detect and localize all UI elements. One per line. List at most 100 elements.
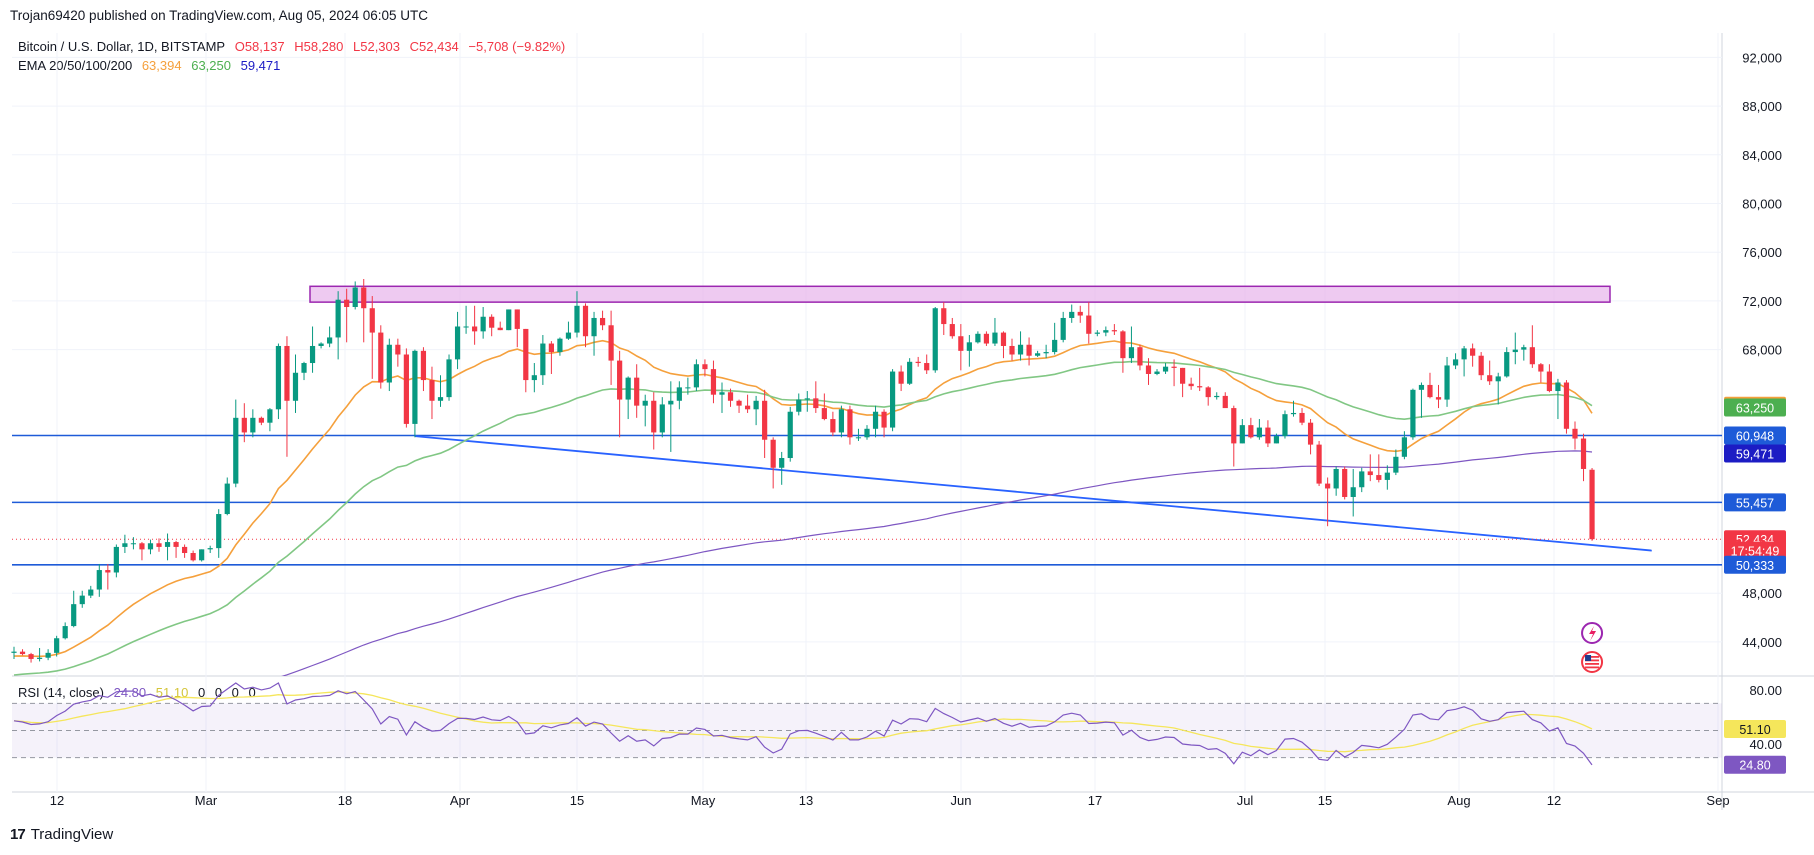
candle bbox=[915, 356, 921, 367]
candle-body bbox=[216, 514, 222, 549]
candle bbox=[420, 347, 427, 392]
candle bbox=[1282, 410, 1288, 439]
candle bbox=[1231, 405, 1237, 467]
candle bbox=[821, 393, 827, 421]
candle bbox=[992, 317, 998, 346]
rsi-label: RSI (14, close) bbox=[18, 685, 104, 700]
candle-body bbox=[1342, 468, 1348, 497]
candle bbox=[770, 437, 776, 489]
candle bbox=[736, 399, 742, 413]
candle-body bbox=[1094, 332, 1100, 334]
candle bbox=[1504, 347, 1510, 378]
price-tag bbox=[1724, 530, 1786, 549]
candle-body bbox=[736, 400, 742, 406]
candle-body bbox=[429, 380, 435, 401]
candle bbox=[1512, 332, 1518, 365]
candle-body bbox=[625, 377, 631, 400]
candle-body bbox=[1060, 317, 1066, 340]
candle bbox=[565, 321, 572, 340]
time-axis-label: Apr bbox=[450, 793, 471, 808]
candle bbox=[1538, 363, 1544, 383]
rsi-value: 24.80 bbox=[113, 685, 147, 700]
candle bbox=[889, 369, 896, 432]
candle-body bbox=[889, 371, 896, 428]
candle-body bbox=[122, 543, 128, 547]
candle bbox=[446, 354, 452, 401]
candle-body bbox=[1418, 384, 1425, 390]
candle bbox=[599, 310, 606, 331]
rsi-legend[interactable]: RSI (14, close) 24.80 51.10 0 0 0 0 bbox=[18, 685, 262, 700]
candle bbox=[1145, 358, 1152, 385]
candle-body bbox=[1171, 366, 1177, 368]
price-axis-label: 92,000 bbox=[1742, 50, 1782, 65]
candle-body bbox=[361, 287, 367, 309]
candle-body bbox=[932, 308, 938, 371]
symbol-name[interactable]: Bitcoin / U.S. Dollar, 1D, BITSTAMP bbox=[18, 39, 226, 54]
candle bbox=[327, 326, 333, 348]
candle-body bbox=[1538, 364, 1544, 372]
candle bbox=[122, 534, 128, 554]
rsi-ma-line bbox=[13, 691, 1593, 753]
price-tag-label: 63,394 bbox=[1736, 400, 1774, 414]
candle bbox=[113, 544, 119, 578]
candle-body bbox=[1026, 344, 1032, 356]
candle-body bbox=[1470, 348, 1476, 356]
candle bbox=[941, 302, 947, 336]
candle-body bbox=[45, 652, 51, 658]
candle-body bbox=[1325, 483, 1331, 489]
candle bbox=[164, 533, 171, 561]
candle-body bbox=[480, 316, 486, 332]
candle-body bbox=[1307, 422, 1314, 445]
candle bbox=[898, 365, 904, 392]
candle bbox=[454, 311, 461, 370]
candle bbox=[275, 343, 282, 420]
candle bbox=[1256, 419, 1262, 440]
candle-body bbox=[173, 542, 179, 547]
price-tag-label: 52,434 bbox=[1736, 533, 1774, 547]
candle-body bbox=[617, 360, 623, 400]
tradingview-brand: TradingView bbox=[30, 826, 114, 843]
candle-body bbox=[327, 337, 333, 344]
candle bbox=[872, 405, 879, 438]
candle-body bbox=[224, 483, 230, 515]
candle-body bbox=[540, 343, 546, 376]
price-tag bbox=[1724, 555, 1786, 574]
candle bbox=[1069, 304, 1075, 323]
candle-body bbox=[1009, 345, 1015, 355]
candle bbox=[1111, 324, 1117, 336]
candle-body bbox=[710, 369, 717, 395]
flag-stripe bbox=[1585, 663, 1600, 665]
candle bbox=[224, 477, 230, 516]
candle-body bbox=[1077, 311, 1083, 316]
candle bbox=[1367, 454, 1373, 482]
ema-legend[interactable]: EMA 20/50/100/200 63,394 63,250 59,471 bbox=[18, 58, 286, 73]
candle-body bbox=[1316, 444, 1322, 484]
ema-20-line bbox=[13, 339, 1593, 658]
price-axis-label: 80,000 bbox=[1742, 196, 1782, 211]
candle bbox=[1359, 467, 1365, 493]
candle bbox=[1325, 477, 1331, 527]
candle-body bbox=[1248, 425, 1254, 438]
candle-body bbox=[1265, 427, 1271, 444]
rsi-ma-value: 51.10 bbox=[155, 685, 189, 700]
candle bbox=[1572, 421, 1578, 450]
candle bbox=[361, 278, 367, 343]
candle bbox=[847, 405, 853, 445]
candle-body bbox=[28, 654, 34, 659]
candle bbox=[548, 341, 554, 374]
candle bbox=[796, 393, 802, 416]
candle bbox=[335, 291, 341, 360]
ohlc-high: H58,280 bbox=[294, 39, 344, 54]
candle bbox=[1333, 466, 1339, 496]
candle-body bbox=[506, 309, 512, 331]
candle-body bbox=[11, 651, 17, 653]
price-tag bbox=[1724, 396, 1786, 415]
candle bbox=[1000, 331, 1007, 359]
candle bbox=[429, 366, 435, 420]
candle-body bbox=[472, 326, 478, 332]
candle bbox=[19, 649, 26, 656]
candle-body bbox=[454, 326, 461, 360]
candle bbox=[1307, 419, 1314, 455]
price-tag bbox=[1724, 398, 1786, 417]
